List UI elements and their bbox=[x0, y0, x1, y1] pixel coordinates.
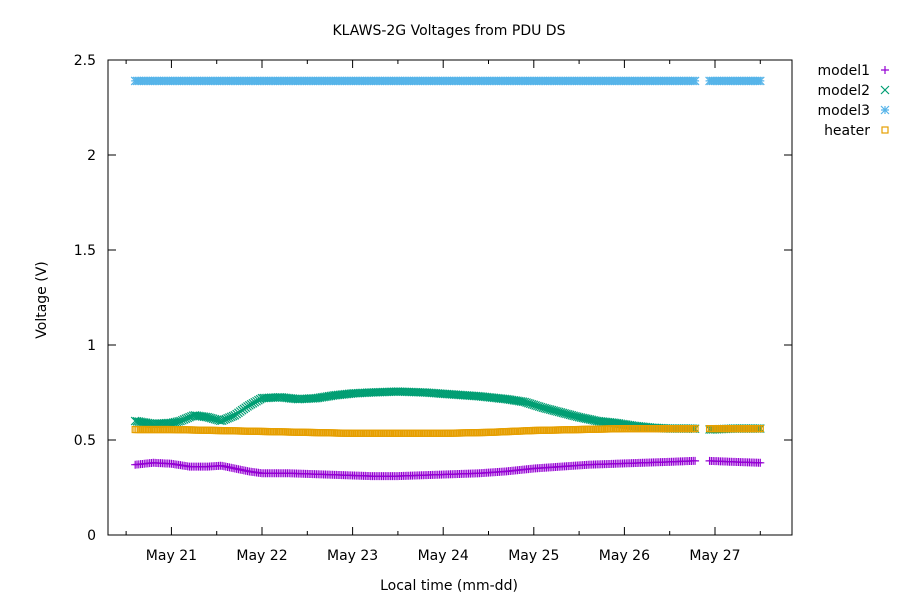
x-axis: May 21 May 22 May 23 May 24 May 25 May 26 May … bbox=[125, 60, 761, 564]
legend-label-model3: model3 bbox=[818, 103, 871, 119]
legend-label-model2: model2 bbox=[818, 83, 871, 99]
series-model3 bbox=[130, 76, 765, 86]
x-tick-label: May 24 bbox=[418, 548, 469, 564]
data-point bbox=[581, 414, 591, 424]
data-point bbox=[756, 425, 764, 433]
series-model1 bbox=[131, 456, 765, 481]
y-tick-label: 0.5 bbox=[74, 433, 96, 449]
data-point bbox=[199, 412, 209, 422]
y-axis: 0 0.5 1 1.5 2 2.5 bbox=[74, 53, 792, 544]
data-point bbox=[166, 418, 176, 428]
y-tick-label: 2.5 bbox=[74, 53, 96, 69]
data-point bbox=[574, 412, 584, 422]
data-point bbox=[585, 415, 595, 424]
data-point bbox=[572, 412, 582, 422]
legend-label-heater: heater bbox=[824, 123, 870, 139]
data-point bbox=[580, 413, 589, 423]
plot-frame bbox=[107, 59, 793, 536]
x-tick-label: May 26 bbox=[599, 548, 650, 564]
series-heater bbox=[131, 425, 764, 437]
data-point bbox=[172, 417, 182, 427]
data-point bbox=[576, 413, 586, 423]
legend: model1 model2 model3 heater bbox=[818, 63, 890, 139]
x-tick-label: May 22 bbox=[236, 548, 287, 564]
y-axis-label: Voltage (V) bbox=[34, 261, 50, 338]
y-tick-label: 2 bbox=[87, 148, 96, 164]
legend-marker-model1 bbox=[881, 66, 889, 74]
data-point bbox=[583, 414, 593, 424]
legend-marker-model3 bbox=[880, 105, 890, 115]
y-tick-label: 1 bbox=[87, 338, 96, 354]
data-point bbox=[587, 415, 597, 425]
data-point bbox=[578, 413, 588, 423]
data-point bbox=[755, 76, 765, 86]
plot-area bbox=[107, 59, 793, 536]
data-point bbox=[691, 425, 699, 433]
y-tick-label: 1.5 bbox=[74, 243, 96, 259]
data-point bbox=[170, 417, 180, 427]
legend-marker-model2 bbox=[880, 85, 890, 95]
data-point bbox=[168, 418, 178, 427]
x-tick-label: May 21 bbox=[146, 548, 197, 564]
legend-marker-heater bbox=[881, 126, 889, 134]
data-point bbox=[516, 397, 526, 406]
x-axis-label: Local time (mm-dd) bbox=[380, 578, 518, 594]
data-point bbox=[518, 397, 528, 407]
series-layer bbox=[130, 76, 765, 481]
y-tick-label: 0 bbox=[87, 528, 96, 544]
data-point bbox=[691, 456, 700, 465]
legend-label-model1: model1 bbox=[818, 63, 871, 79]
data-point bbox=[756, 458, 765, 467]
x-tick-label: May 25 bbox=[508, 548, 559, 564]
data-point bbox=[690, 76, 700, 86]
data-point bbox=[201, 412, 211, 422]
x-tick-label: May 23 bbox=[327, 548, 378, 564]
x-tick-label: May 27 bbox=[689, 548, 740, 564]
chart-title: KLAWS-2G Voltages from PDU DS bbox=[333, 23, 566, 39]
